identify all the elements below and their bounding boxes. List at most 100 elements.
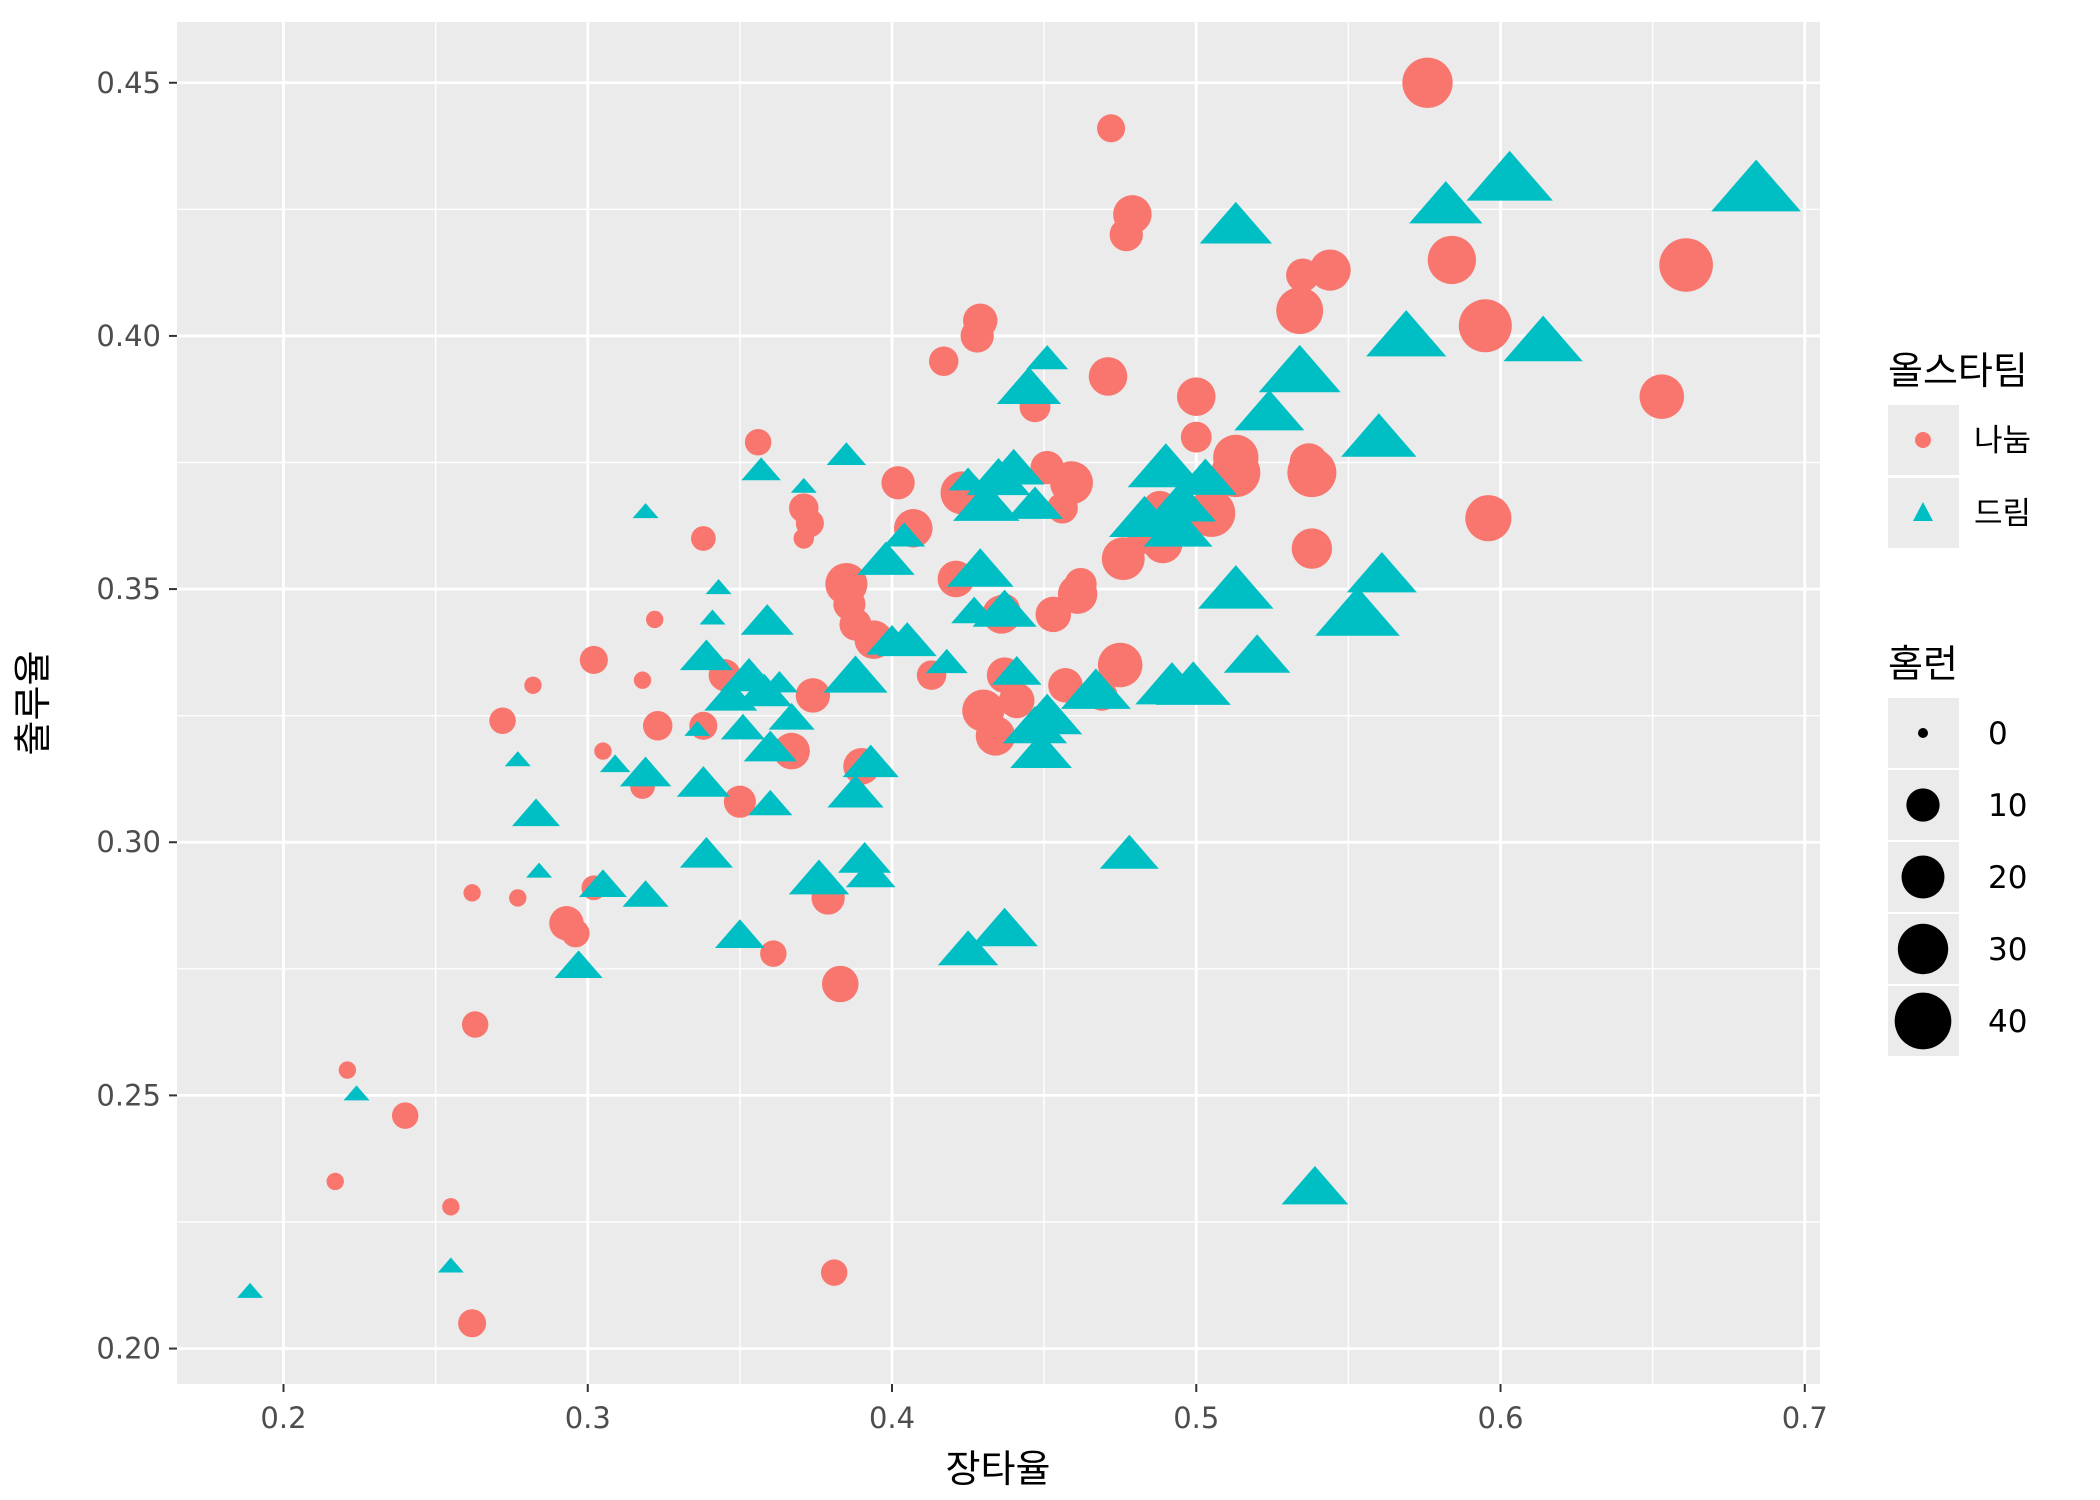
y-axis-title: 출루율 <box>11 651 55 756</box>
legend-label-dream: 드림 <box>1974 496 2031 532</box>
point-nanum <box>1176 377 1216 416</box>
point-nanum <box>1465 495 1512 542</box>
point-nanum <box>594 742 612 760</box>
point-dream <box>842 744 899 778</box>
size-legend-label: 30 <box>1988 932 2027 968</box>
point-dream <box>925 648 968 674</box>
point-dream <box>237 1282 264 1298</box>
point-nanum <box>633 671 652 689</box>
legend-key-triangle <box>1913 502 1933 521</box>
point-nanum <box>646 610 664 629</box>
point-dream <box>720 713 765 740</box>
point-nanum <box>1057 574 1098 614</box>
point-dream <box>512 798 561 827</box>
point-nanum <box>1180 421 1212 453</box>
size-legend-circle <box>1897 923 1949 975</box>
point-nanum <box>391 1102 419 1129</box>
size-legend-label: 0 <box>1988 716 2008 752</box>
size-legend-label: 20 <box>1988 860 2027 896</box>
point-nanum <box>821 965 859 1003</box>
point-dream <box>827 775 884 808</box>
y-tick-label: 0.25 <box>96 1078 161 1112</box>
y-tick-label: 0.40 <box>96 319 161 353</box>
point-dream <box>948 467 988 491</box>
point-dream <box>857 541 915 575</box>
size-legend-label: 10 <box>1988 788 2027 824</box>
point-nanum <box>1286 258 1320 292</box>
point-dream <box>679 639 733 671</box>
point-dream <box>736 673 793 707</box>
point-dream <box>1711 159 1801 212</box>
point-dream <box>937 930 999 966</box>
point-nanum <box>1458 299 1512 353</box>
point-dream <box>1026 345 1069 370</box>
point-dream <box>1006 486 1064 519</box>
x-tick-label: 0.3 <box>565 1401 611 1435</box>
point-dream <box>526 862 553 878</box>
point-nanum <box>458 1309 487 1338</box>
point-nanum <box>1097 114 1126 143</box>
point-nanum <box>1097 642 1143 688</box>
legend-homerun: 홈런 0 10 20 30 40 <box>1888 642 2027 1056</box>
size-legend-label: 40 <box>1988 1004 2027 1040</box>
legend-team-title: 올스타팀 <box>1888 349 2028 393</box>
point-nanum <box>1427 235 1476 285</box>
major-gridlines <box>177 22 1820 1384</box>
point-nanum <box>793 528 814 549</box>
point-nanum <box>1101 537 1145 581</box>
x-tick-label: 0.5 <box>1173 1401 1219 1435</box>
point-dream <box>946 548 1014 587</box>
y-tick-label: 0.30 <box>96 825 161 859</box>
point-dream <box>971 907 1038 947</box>
point-nanum <box>1109 217 1143 252</box>
point-nanum <box>760 940 787 967</box>
point-dream <box>953 482 1020 521</box>
point-dream <box>1002 706 1068 744</box>
point-nanum <box>642 711 673 741</box>
point-dream <box>632 503 659 519</box>
x-tick-label: 0.6 <box>1477 1401 1523 1435</box>
size-legend-circle <box>1906 788 1940 822</box>
point-nanum <box>579 645 608 674</box>
size-legend-circle <box>1918 728 1928 738</box>
point-dream <box>1503 315 1583 362</box>
point-dream <box>951 596 998 624</box>
point-dream <box>996 366 1062 404</box>
legend-homerun-title: 홈런 <box>1888 642 1958 686</box>
point-dream <box>684 720 711 736</box>
point-dream <box>1466 150 1553 201</box>
point-nanum <box>723 785 756 818</box>
point-dream <box>1127 443 1204 488</box>
point-dream <box>741 457 781 481</box>
point-dream <box>1099 834 1159 869</box>
x-axis: 0.2 0.3 0.4 0.5 0.6 0.7 <box>260 1384 1828 1435</box>
point-dream <box>788 859 850 895</box>
point-nanum <box>1276 287 1324 335</box>
point-dream <box>679 836 733 868</box>
point-dream <box>676 766 730 797</box>
point-dream <box>599 754 631 773</box>
point-nanum <box>338 1061 357 1079</box>
point-dream <box>740 604 794 635</box>
x-axis-title: 장타율 <box>946 1447 1051 1491</box>
point-dream <box>1315 586 1400 636</box>
point-dream <box>622 880 669 907</box>
x-tick-label: 0.7 <box>1782 1401 1828 1435</box>
point-dream <box>1010 732 1072 769</box>
y-tick-label: 0.45 <box>96 66 161 100</box>
point-dream <box>1108 495 1181 537</box>
point-nanum <box>489 707 516 734</box>
y-tick-label: 0.20 <box>96 1332 161 1366</box>
point-dream <box>748 789 793 816</box>
point-nanum <box>820 1259 848 1286</box>
x-tick-label: 0.2 <box>260 1401 306 1435</box>
point-dream <box>823 655 888 693</box>
point-dream <box>1199 201 1272 244</box>
point-nanum <box>975 716 1016 756</box>
point-dream <box>714 919 765 949</box>
point-nanum <box>1291 528 1333 569</box>
point-dream <box>699 609 726 625</box>
point-dream <box>554 950 603 979</box>
point-nanum <box>1639 374 1685 419</box>
point-nanum <box>881 466 915 500</box>
